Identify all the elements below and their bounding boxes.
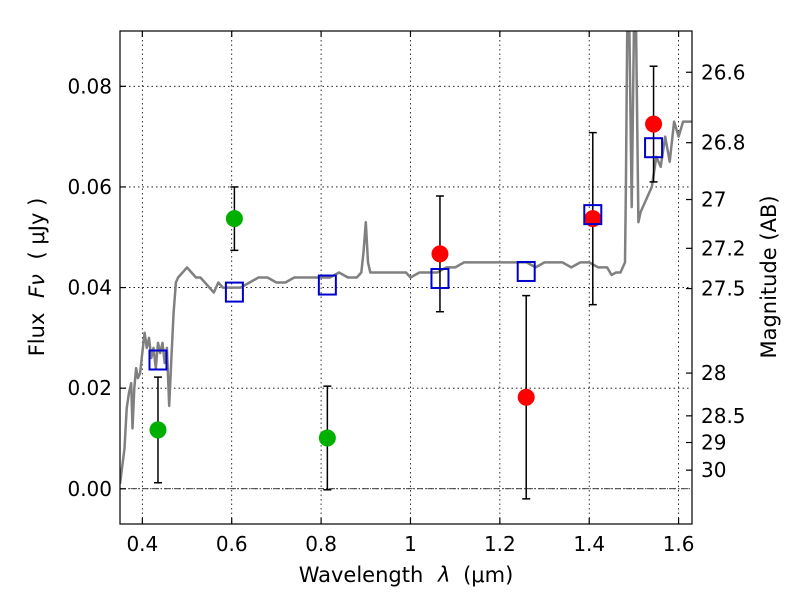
data-point-green bbox=[318, 429, 336, 447]
y-tick-label: 0.06 bbox=[67, 175, 112, 199]
mag-tick-label: 30 bbox=[701, 458, 726, 482]
mag-tick-label: 27.5 bbox=[701, 277, 746, 301]
data-point-red bbox=[517, 388, 535, 406]
x-axis-title-unit: (μm) bbox=[463, 563, 513, 587]
data-point-green bbox=[149, 421, 167, 439]
y-tick-label: 0.04 bbox=[67, 276, 112, 300]
model-flux-square bbox=[148, 349, 168, 371]
y-axis-title-symbol: Fν bbox=[25, 274, 49, 298]
plot-frame bbox=[119, 30, 693, 525]
mag-tick-label: 26.8 bbox=[701, 131, 746, 155]
data-point-green bbox=[225, 210, 243, 228]
mag-tick-label: 27 bbox=[701, 188, 726, 212]
x-axis-title-text: Wavelength bbox=[299, 563, 424, 587]
mag-tick-label: 29 bbox=[701, 431, 726, 455]
x-tick-label: 0.4 bbox=[126, 532, 158, 556]
y-tick-label: 0.02 bbox=[67, 376, 112, 400]
magnitude-axis-ticks: 26.6 26.8 27 27.2 27.5 28 28.5 29 30 bbox=[686, 60, 746, 482]
x-tick-label: 0.8 bbox=[305, 532, 337, 556]
model-sed bbox=[120, 31, 692, 484]
mag-tick-label: 28.5 bbox=[701, 404, 746, 428]
data-series bbox=[148, 65, 664, 500]
grid bbox=[120, 31, 692, 524]
model-flux-square bbox=[224, 281, 244, 303]
x-tick-label: 1 bbox=[404, 532, 417, 556]
model-flux-square bbox=[644, 137, 664, 159]
model-sed-line bbox=[120, 31, 692, 484]
mag-tick-label: 27.2 bbox=[701, 236, 746, 260]
y-tick-label: 0.00 bbox=[67, 477, 112, 501]
x-tick-label: 1.4 bbox=[573, 532, 605, 556]
x-tick-label: 1.6 bbox=[663, 532, 695, 556]
data-point-red bbox=[645, 115, 663, 133]
model-flux-square bbox=[430, 268, 450, 290]
y-axis-title-text: Flux bbox=[25, 313, 49, 357]
data-point-red bbox=[431, 245, 449, 263]
y-axis-title-unit: ( μJy ) bbox=[25, 198, 49, 260]
model-flux-square bbox=[583, 204, 603, 226]
y-axis-title: Flux Fν ( μJy ) bbox=[25, 198, 49, 357]
model-flux-square bbox=[317, 274, 337, 296]
x-axis-title: Wavelength λ (μm) bbox=[299, 563, 514, 587]
x-tick-label: 1.2 bbox=[484, 532, 516, 556]
y-tick-label: 0.08 bbox=[67, 74, 112, 98]
mag-tick-label: 26.6 bbox=[701, 60, 746, 84]
x-axis-ticks: 0.4 0.6 0.8 1 1.2 1.4 1.6 bbox=[126, 31, 695, 556]
y-axis-ticks: 0.00 0.02 0.04 0.06 0.08 bbox=[67, 74, 126, 501]
x-axis-title-symbol: λ bbox=[437, 563, 450, 587]
y2-axis-title: Magnitude (AB) bbox=[757, 195, 781, 358]
model-flux-square bbox=[516, 260, 536, 282]
mag-tick-label: 28 bbox=[701, 361, 726, 385]
x-tick-label: 0.6 bbox=[216, 532, 248, 556]
